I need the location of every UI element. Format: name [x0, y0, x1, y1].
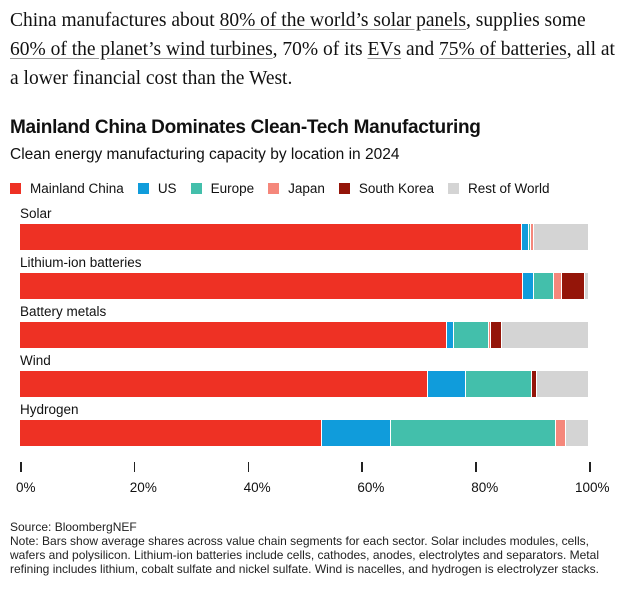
bar-segment [20, 273, 523, 299]
legend-label: Mainland China [30, 181, 124, 196]
category-label: Solar [20, 206, 52, 221]
x-tick-label: 80% [471, 480, 499, 495]
bar-segment [566, 420, 589, 446]
link-solar-panels[interactable]: 80% of the world’s solar panels [219, 10, 466, 31]
x-tick [20, 462, 22, 472]
chart-subtitle: Clean energy manufacturing capacity by l… [10, 146, 400, 163]
bar-segment [20, 371, 428, 397]
link-batteries[interactable]: 75% of batteries [438, 39, 567, 60]
bar-segment [553, 273, 563, 299]
note-text: Note: Bars show average shares across va… [10, 534, 599, 576]
bar-segment [454, 322, 489, 348]
category-label: Hydrogen [20, 402, 79, 417]
bar-segment [537, 371, 589, 397]
x-tick-label: 0% [16, 480, 36, 495]
bar-segment [488, 322, 492, 348]
legend-label: South Korea [358, 181, 434, 196]
legend-swatch [190, 183, 202, 194]
x-tick-label: 100% [575, 480, 610, 495]
x-tick-label: 20% [129, 480, 157, 495]
chart-footer: Source: BloombergNEF Note: Bars show ave… [10, 520, 615, 576]
legend-item: South Korea [338, 181, 434, 196]
bar-segment [20, 420, 323, 446]
legend-label: Rest of World [467, 181, 550, 196]
stacked-bar [20, 371, 589, 397]
bar-segment [555, 420, 567, 446]
bar-segment [446, 322, 455, 348]
bar-segment [465, 371, 532, 397]
bar-segment [562, 273, 585, 299]
category-label: Wind [20, 353, 51, 368]
legend-swatch [447, 183, 459, 194]
link-wind-turbines[interactable]: 60% of the planet’s wind turbines [10, 39, 273, 60]
bar-segment [534, 273, 554, 299]
x-tick [475, 462, 477, 472]
stacked-bar [20, 322, 589, 348]
chart-legend: Mainland China US Europe Japan South Korea Re… [10, 181, 564, 196]
legend-item: Mainland China [10, 181, 124, 196]
bar-segment [20, 224, 523, 250]
bar-segment [522, 224, 530, 250]
stacked-bar [20, 420, 589, 446]
stacked-bar [20, 224, 589, 250]
bar-segment [585, 273, 589, 299]
legend-item: Rest of World [447, 181, 550, 196]
x-tick [589, 462, 591, 472]
legend-item: Japan [268, 181, 325, 196]
bar-segment [491, 322, 502, 348]
stacked-bar [20, 273, 589, 299]
legend-label: Europe [210, 181, 255, 196]
bar-segment [322, 420, 391, 446]
bar-segment [534, 224, 589, 250]
legend-item: Europe [190, 181, 255, 196]
legend-swatch [137, 183, 149, 194]
bar-segment [522, 273, 535, 299]
legend-item: US [137, 181, 177, 196]
x-tick [133, 462, 136, 472]
intro-paragraph: China manufactures about 80% of the worl… [10, 10, 615, 89]
category-label: Battery metals [20, 304, 107, 319]
legend-label: Japan [288, 181, 325, 196]
legend-swatch [338, 183, 350, 194]
bar-segment [427, 371, 466, 397]
bar-segment [390, 420, 556, 446]
bar-segment [20, 322, 447, 348]
legend-swatch [268, 183, 280, 194]
x-tick [361, 462, 363, 472]
bar-segment [531, 371, 538, 397]
chart-title: Mainland China Dominates Clean-Tech Manu… [10, 117, 481, 138]
bar-segment [501, 322, 589, 348]
link-evs[interactable]: EVs [367, 39, 402, 60]
x-tick-label: 60% [357, 480, 385, 495]
legend-label: US [157, 181, 177, 196]
bar-segment [529, 224, 531, 250]
bar-segment [530, 224, 534, 250]
x-tick-label: 40% [243, 480, 271, 495]
source-text: Source: BloombergNEF [10, 520, 137, 534]
category-label: Lithium-ion batteries [20, 255, 142, 270]
x-tick [247, 462, 250, 472]
legend-swatch [10, 183, 21, 194]
